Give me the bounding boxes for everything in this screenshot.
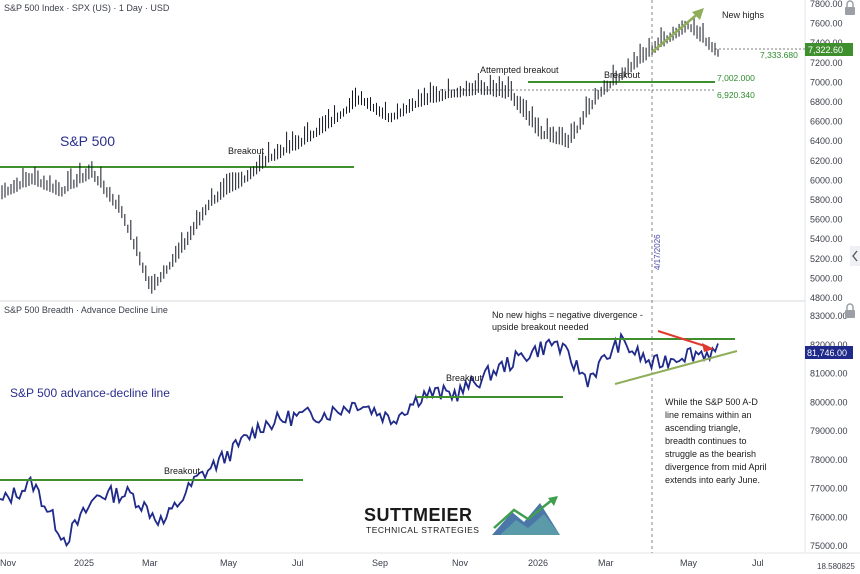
logo-arrowhead xyxy=(548,496,558,506)
price-series-group xyxy=(1,17,719,294)
annotation-new-highs: New highs xyxy=(722,10,765,20)
suttmeier-logo: SUTTMEIER TECHNICAL STRATEGIES xyxy=(364,496,560,535)
annotation-divergence-2: upside breakout needed xyxy=(492,322,589,332)
breadth-axis-tick: 79000.00 xyxy=(810,426,848,436)
commentary-line-7: extends into early June. xyxy=(665,475,760,485)
price-axis-tick: 4800.00 xyxy=(810,293,843,303)
annotation-breadth-breakout-mid: Breakout xyxy=(446,373,483,383)
date-marker-label: 4/17/2026 xyxy=(653,234,662,270)
level-value-7333: 7,333.680 xyxy=(760,50,798,60)
breadth-axis-tick: 83000.00 xyxy=(810,311,848,321)
new-highs-arrowhead xyxy=(692,8,704,20)
price-axis-tick: 6800.00 xyxy=(810,97,843,107)
commentary-line-4: breadth continues to xyxy=(665,436,747,446)
breadth-down-arrowhead xyxy=(702,343,714,352)
time-axis-tick: Nov xyxy=(452,558,469,568)
annotation-attempted-breakout: Attempted breakout xyxy=(480,65,559,75)
commentary-block: While the S&P 500 A-D line remains withi… xyxy=(665,397,767,485)
price-axis-tick: 5000.00 xyxy=(810,273,843,283)
annotation-breakout-left: Breakout xyxy=(228,146,265,156)
price-axis-tick: 6600.00 xyxy=(810,117,843,127)
time-axis-tick: Nov xyxy=(0,558,17,568)
commentary-line-5: struggle as the bearish xyxy=(665,449,756,459)
price-current-tag xyxy=(805,43,853,56)
time-axis-tick: Mar xyxy=(142,558,158,568)
breadth-axis-tick: 75000.00 xyxy=(810,541,848,551)
time-axis-tick: Jul xyxy=(752,558,764,568)
price-axis-tick: 7000.00 xyxy=(810,77,843,87)
commentary-line-1: While the S&P 500 A-D xyxy=(665,397,758,407)
breadth-axis-tick: 78000.00 xyxy=(810,455,848,465)
commentary-line-3: ascending triangle, xyxy=(665,423,741,433)
price-axis-tick: 7600.00 xyxy=(810,19,843,29)
breadth-series-group xyxy=(0,331,719,548)
breadth-axis-tick: 77000.00 xyxy=(810,484,848,494)
price-series-label: S&P 500 xyxy=(60,133,115,149)
time-axis-tick: 2025 xyxy=(74,558,94,568)
price-axis-tick: 5400.00 xyxy=(810,234,843,244)
annotation-breakout-right: Breakout xyxy=(604,70,641,80)
price-axis-tick: 5200.00 xyxy=(810,254,843,264)
lock-icon[interactable] xyxy=(845,303,855,318)
time-axis-tick: Sep xyxy=(372,558,388,568)
bottom-right-value: 18.580825 xyxy=(817,562,855,571)
annotation-breadth-breakout-left: Breakout xyxy=(164,466,201,476)
breadth-axis-tick: 81000.00 xyxy=(810,369,848,379)
logo-arrow xyxy=(493,499,553,529)
price-axis-tick: 6000.00 xyxy=(810,175,843,185)
breadth-axis-tick: 80000.00 xyxy=(810,397,848,407)
breadth-axis-tick: 82000.00 xyxy=(810,340,848,350)
logo-subtitle: TECHNICAL STRATEGIES xyxy=(366,525,479,535)
price-current-value: 7,322.60 xyxy=(808,45,843,55)
breadth-current-tag xyxy=(805,346,853,359)
breadth-panel-title: S&P 500 Breadth · Advance Decline Line xyxy=(4,305,168,315)
price-axis-tick: 5800.00 xyxy=(810,195,843,205)
price-axis-tick: 6400.00 xyxy=(810,136,843,146)
time-axis-tick: Jul xyxy=(292,558,304,568)
price-axis: 7800.007600.007400.007200.007000.006800.… xyxy=(810,0,843,303)
price-panel-title: S&P 500 Index · SPX (US) · 1 Day · USD xyxy=(4,3,170,13)
time-axis-tick: Mar xyxy=(598,558,614,568)
level-value-6920: 6,920.340 xyxy=(717,90,755,100)
logo-name: SUTTMEIER xyxy=(364,505,473,525)
level-value-7002: 7,002.000 xyxy=(717,73,755,83)
time-axis: Nov 2025 Mar May Jul Sep Nov 2026 Mar May Jul xyxy=(0,558,764,568)
new-highs-arrow xyxy=(651,11,701,53)
time-axis-tick: May xyxy=(220,558,238,568)
breadth-series-line xyxy=(0,331,719,548)
breadth-axis-tick: 76000.00 xyxy=(810,512,848,522)
breadth-axis: 83000.00 82000.00 81000.00 80000.00 79000.00… xyxy=(810,311,848,551)
annotation-divergence-1: No new highs = negative divergence - xyxy=(492,310,643,320)
breadth-triangle-bottom xyxy=(614,350,738,385)
logo-mountain-teal xyxy=(500,514,560,535)
time-axis-tick: May xyxy=(680,558,698,568)
price-axis-tick: 7800.00 xyxy=(810,0,843,9)
time-axis-tick: 2026 xyxy=(528,558,548,568)
breadth-series-label: S&P 500 advance-decline line xyxy=(10,386,170,400)
price-axis-tick: 5600.00 xyxy=(810,215,843,225)
chevron-left-icon[interactable] xyxy=(850,246,860,266)
price-axis-tick: 7200.00 xyxy=(810,58,843,68)
breadth-down-arrow xyxy=(657,330,709,348)
price-axis-tick: 6200.00 xyxy=(810,156,843,166)
commentary-line-6: divergence from mid April xyxy=(665,462,767,472)
breadth-current-value: 81,746.00 xyxy=(807,348,847,358)
lock-icon[interactable] xyxy=(845,0,855,15)
commentary-line-2: line remains within an xyxy=(665,410,752,420)
